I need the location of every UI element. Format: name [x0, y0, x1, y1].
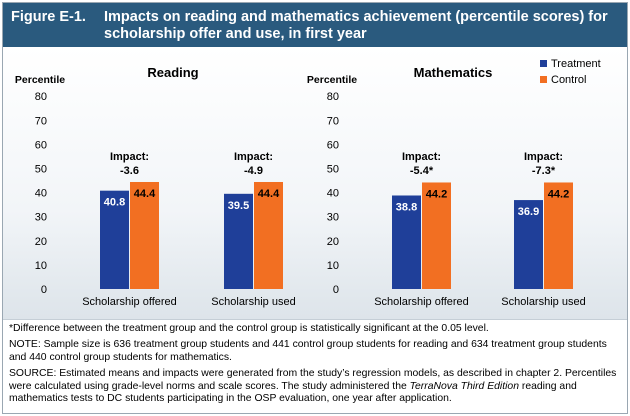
impact-value: -3.6: [120, 165, 139, 177]
data-label: 44.4: [258, 188, 280, 200]
y-tick-label: 20: [327, 236, 339, 248]
y-tick-label: 0: [333, 284, 339, 296]
y-tick-label: 20: [35, 236, 47, 248]
bar-treatment: [392, 195, 421, 289]
y-tick-label: 60: [35, 139, 47, 151]
source-note: SOURCE: Estimated means and impacts were…: [9, 368, 623, 405]
figure-title: Impacts on reading and mathematics achie…: [104, 9, 608, 42]
category-label: Scholarship used: [501, 296, 585, 308]
y-tick-label: 0: [41, 284, 47, 296]
bar-control: [422, 182, 451, 289]
y-tick-label: 60: [327, 139, 339, 151]
data-label: 38.8: [396, 201, 417, 213]
legend-swatch-treatment: [540, 60, 547, 67]
category-label: Scholarship used: [211, 296, 295, 308]
impact-label: Impact:: [524, 151, 563, 163]
source-text-a: SOURCE: Estimated means and impacts were…: [9, 368, 617, 392]
bar-control: [544, 182, 573, 289]
data-label: 44.4: [134, 188, 156, 200]
y-tick-label: 40: [35, 188, 47, 200]
data-label: 39.5: [228, 200, 249, 212]
figure-notes: *Difference between the treatment group …: [9, 323, 623, 409]
y-tick-label: 50: [327, 164, 339, 176]
impact-value: -7.3*: [532, 165, 556, 177]
significance-note: *Difference between the treatment group …: [9, 323, 489, 334]
bar-treatment: [514, 200, 543, 289]
figure-header: Figure E-1. Impacts on reading and mathe…: [3, 3, 627, 47]
y-tick-label: 10: [35, 260, 47, 272]
legend-swatch-control: [540, 76, 547, 83]
impact-label: Impact:: [110, 151, 149, 163]
data-label: 36.9: [518, 206, 539, 218]
category-label: Scholarship offered: [82, 296, 177, 308]
source-test-name: TerraNova Third Edition: [409, 380, 519, 392]
impact-label: Impact:: [402, 151, 441, 163]
sample-size-note: NOTE: Sample size is 636 treatment group…: [9, 339, 607, 363]
figure-number: Figure E-1.: [11, 9, 86, 25]
bar-control: [254, 181, 283, 289]
y-tick-label: 40: [327, 188, 339, 200]
y-tick-label: 50: [35, 164, 47, 176]
y-tick-label: 10: [327, 260, 339, 272]
y-tick-label: 70: [35, 115, 47, 127]
data-label: 40.8: [104, 197, 125, 209]
data-label: 44.2: [426, 188, 447, 200]
impact-value: -4.9: [244, 165, 263, 177]
impact-label: Impact:: [234, 151, 273, 163]
y-axis-label: Percentile: [307, 74, 357, 86]
panel-title: Reading: [147, 65, 198, 80]
impact-value: -5.4*: [410, 165, 434, 177]
bar-treatment: [100, 190, 129, 289]
category-label: Scholarship offered: [374, 296, 469, 308]
bar-treatment: [224, 193, 253, 289]
y-tick-label: 30: [327, 212, 339, 224]
y-tick-label: 70: [327, 115, 339, 127]
y-tick-label: 30: [35, 212, 47, 224]
y-tick-label: 80: [35, 91, 47, 103]
y-axis-label: Percentile: [15, 74, 65, 86]
data-label: 44.2: [548, 188, 569, 200]
y-tick-label: 80: [327, 91, 339, 103]
panel-title: Mathematics: [414, 65, 493, 80]
legend-label: Control: [551, 74, 586, 86]
chart-svg: Reading Percentile 0 10 20 30 40 50 60 70 80 40.8 44…: [15, 58, 601, 308]
bar-control: [130, 181, 159, 289]
chart-area: Reading Percentile 0 10 20 30 40 50 60 70 80 40.8 44…: [3, 47, 627, 320]
source-text-b: reading and mathematics tests to DC stud…: [9, 380, 577, 405]
legend-label: Treatment: [551, 58, 601, 70]
